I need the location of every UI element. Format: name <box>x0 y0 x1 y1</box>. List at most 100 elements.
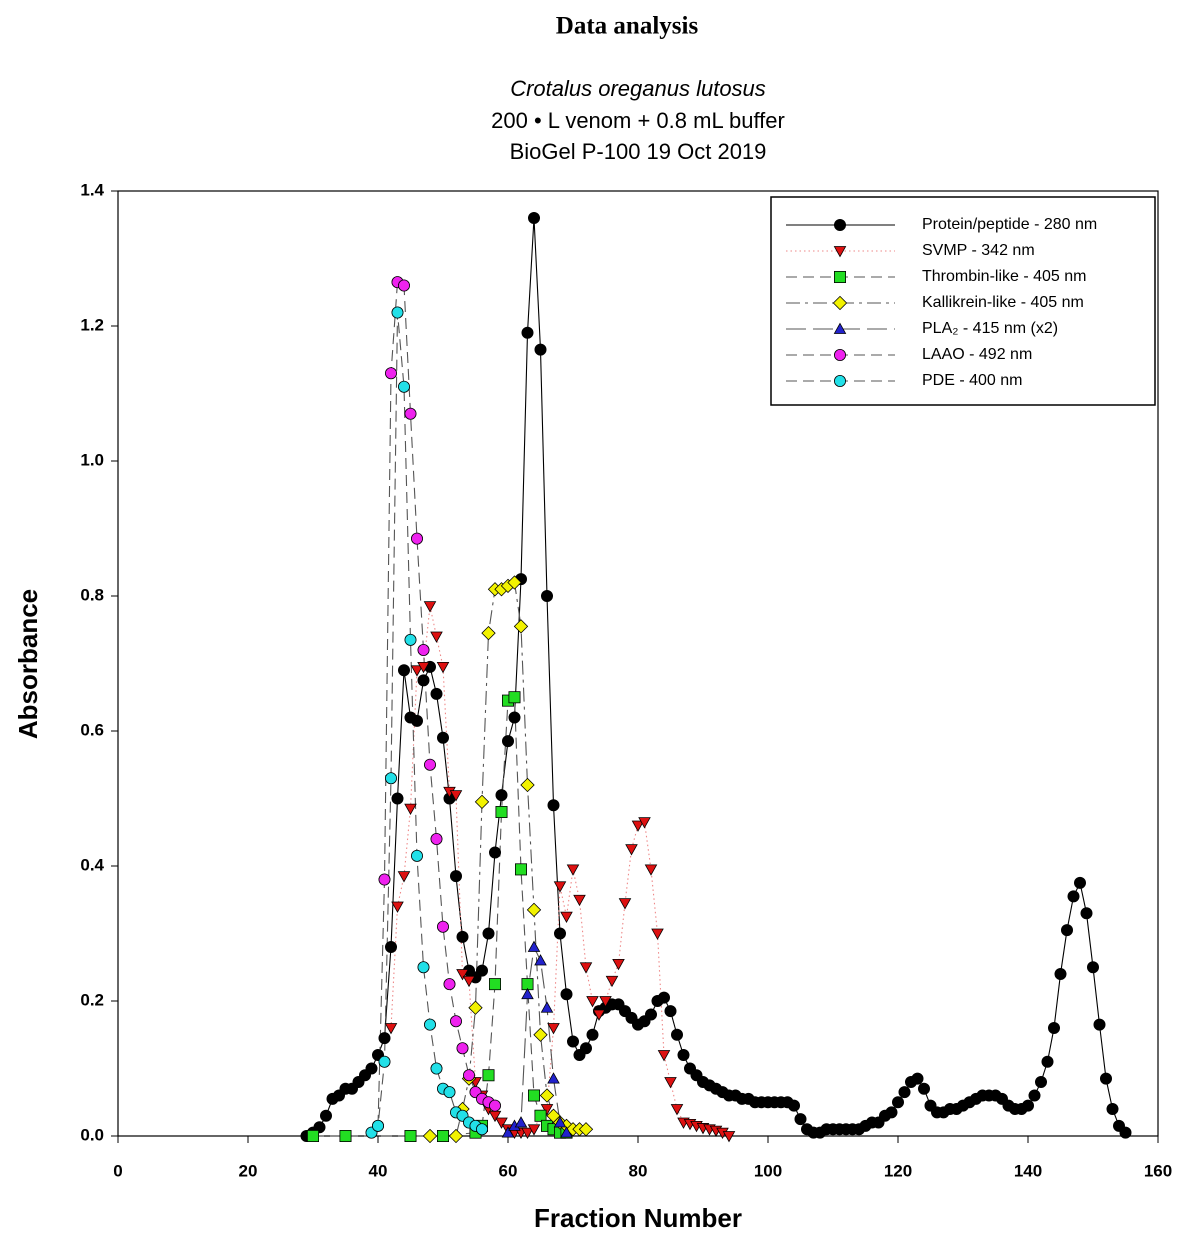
marker <box>1074 876 1087 889</box>
marker <box>443 978 456 991</box>
marker <box>515 863 528 876</box>
marker <box>482 927 495 940</box>
y-tick-label: 1.2 <box>80 315 104 334</box>
series-line <box>507 945 567 1134</box>
marker <box>430 631 443 643</box>
marker <box>651 928 664 940</box>
marker <box>547 1072 560 1084</box>
marker <box>508 711 521 724</box>
marker <box>671 1028 684 1041</box>
marker <box>1106 1103 1119 1116</box>
marker <box>560 1126 573 1138</box>
marker <box>527 1124 541 1136</box>
legend-label: PLA₂ - 415 nm (x2) <box>922 320 1058 337</box>
series-line <box>371 312 483 1134</box>
marker <box>540 1104 554 1116</box>
marker <box>1080 907 1093 920</box>
chart-subtitle: 200 • L venom + 0.8 mL buffer <box>491 108 785 133</box>
marker <box>410 532 423 545</box>
marker <box>1067 890 1080 903</box>
marker <box>1119 1126 1132 1139</box>
marker <box>625 844 638 856</box>
marker <box>638 817 651 829</box>
marker <box>448 1128 464 1144</box>
marker <box>527 940 541 952</box>
legend-marker <box>834 374 847 387</box>
marker <box>645 1008 658 1021</box>
marker <box>664 1005 677 1018</box>
marker <box>605 975 619 988</box>
marker <box>449 870 462 883</box>
marker <box>397 871 411 883</box>
marker <box>722 1131 736 1143</box>
chart-subtitle: BioGel P-100 19 Oct 2019 <box>510 139 767 164</box>
marker <box>410 714 423 727</box>
y-tick-label: 0.6 <box>80 720 104 739</box>
marker <box>404 1130 417 1143</box>
y-tick-label: 0.4 <box>80 855 104 874</box>
series-line <box>390 606 730 1137</box>
marker <box>534 954 547 966</box>
marker <box>384 941 397 954</box>
marker <box>378 873 391 886</box>
marker <box>618 898 632 910</box>
marker <box>599 996 612 1008</box>
marker <box>508 691 521 704</box>
marker <box>1087 961 1100 974</box>
marker <box>526 902 542 918</box>
marker <box>1100 1072 1113 1085</box>
marker <box>670 1104 684 1116</box>
marker <box>410 665 424 677</box>
marker <box>449 1015 462 1028</box>
marker <box>456 1042 469 1055</box>
marker <box>612 958 625 971</box>
marker <box>482 1069 495 1082</box>
marker <box>501 1126 515 1138</box>
marker <box>578 1122 594 1137</box>
marker <box>488 1099 501 1112</box>
marker <box>378 1055 391 1068</box>
chart-title: Crotalus oreganus lutosus <box>510 76 766 101</box>
marker <box>430 833 443 846</box>
x-tick-label: 0 <box>113 1161 122 1180</box>
marker <box>507 575 522 590</box>
marker <box>423 758 436 771</box>
marker <box>1061 924 1074 937</box>
marker <box>553 1116 567 1128</box>
legend-label: LAAO - 492 nm <box>922 346 1032 363</box>
marker <box>475 964 488 977</box>
legend-label: Protein/peptide - 280 nm <box>922 216 1097 233</box>
marker <box>430 687 443 700</box>
marker <box>417 644 430 657</box>
marker <box>423 601 437 613</box>
marker <box>534 343 547 356</box>
marker <box>898 1086 911 1099</box>
y-tick-label: 1.0 <box>80 450 104 469</box>
marker <box>430 1062 443 1075</box>
marker <box>586 1028 599 1041</box>
marker <box>495 1117 508 1129</box>
marker <box>436 1130 449 1143</box>
marker <box>885 1106 898 1119</box>
marker <box>521 1127 534 1140</box>
marker <box>540 1001 554 1013</box>
legend-marker <box>834 218 847 231</box>
marker <box>417 961 430 974</box>
marker <box>319 1109 332 1122</box>
marker <box>449 790 463 802</box>
x-tick-label: 160 <box>1144 1161 1172 1180</box>
marker <box>423 1018 436 1031</box>
marker <box>404 633 417 646</box>
marker <box>644 864 658 876</box>
marker <box>474 794 490 810</box>
marker <box>520 777 535 793</box>
marker <box>567 1035 580 1048</box>
x-tick-label: 40 <box>369 1161 388 1180</box>
legend: Protein/peptide - 280 nm SVMP - 342 nm Thr… <box>770 196 1156 406</box>
marker <box>547 1023 560 1035</box>
y-tick-label: 0.0 <box>80 1125 104 1144</box>
marker <box>528 1089 541 1102</box>
marker <box>495 806 508 819</box>
legend-label: SVMP - 342 nm <box>922 242 1035 259</box>
legend-label: Thrombin-like - 405 nm <box>922 268 1087 285</box>
